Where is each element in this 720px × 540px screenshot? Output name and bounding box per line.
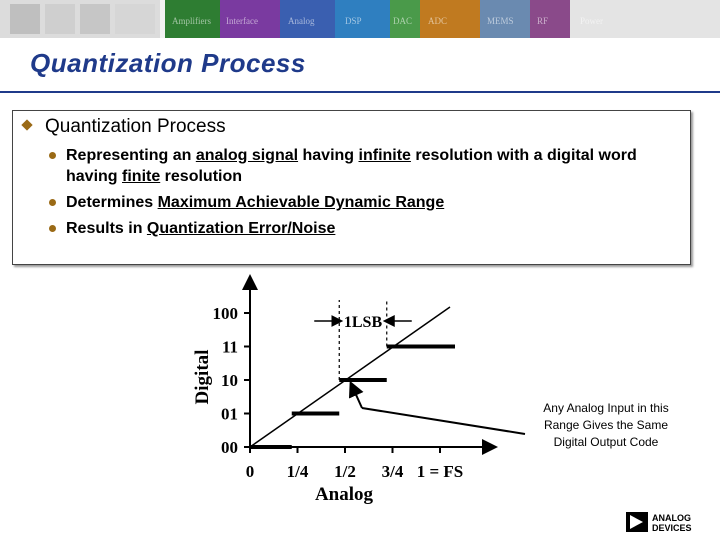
bullet-1-underline-1: analog signal [195, 147, 299, 164]
banner-tile-label: Amplifiers [172, 16, 211, 26]
bullet-1-text-3: resolution with a digital word having [66, 147, 637, 185]
header-banner: Amplifiers Interface Analog DSP DAC ADC MEMS RF… [0, 0, 720, 38]
box-heading: Quantization Process [45, 116, 226, 137]
bullet-1-underline-2: infinite [358, 147, 411, 164]
banner-tile-label: ADC [428, 16, 447, 26]
bullet-3-text: Results in [66, 220, 147, 237]
callout-line-1: Any Analog Input in this [543, 401, 669, 415]
bullet-dot-icon [49, 199, 56, 206]
banner-tile-label: MEMS [487, 16, 514, 26]
bullet-3-underline: Quantization Error/Noise [146, 220, 336, 237]
callout-pointer [361, 407, 526, 435]
title-underline [0, 91, 720, 93]
bullet-1-text: Representing an [66, 147, 196, 164]
x-tick-label: 1/2 [334, 462, 356, 481]
bullet-2-text: Determines [66, 194, 158, 211]
analog-devices-logo-icon [626, 512, 648, 532]
bullet-dot-icon [49, 225, 56, 232]
x-tick-label: 1/4 [287, 462, 309, 481]
y-tick-label: 11 [222, 338, 238, 357]
slide-title: Quantization Process [30, 48, 306, 78]
y-tick-label: 10 [221, 371, 238, 390]
bullet-2: Determines Maximum Achievable Dynamic Ra… [66, 192, 676, 213]
logo-text: ANALOG DEVICES [652, 513, 692, 533]
y-tick-label: 100 [213, 304, 239, 323]
bullet-2-underline: Maximum Achievable Dynamic Range [157, 194, 445, 211]
bullet-1-underline-3: finite [122, 168, 161, 185]
x-tick-label: 0 [246, 462, 255, 481]
x-tick-label: 3/4 [382, 462, 404, 481]
banner-tile-label: DSP [345, 16, 362, 26]
bullet-1-text-4: resolution [160, 168, 243, 185]
y-tick-label: 00 [221, 438, 238, 457]
banner-tile-label: Power [580, 16, 603, 26]
bullet-1-text-2: having [298, 147, 359, 164]
ideal-transfer-line [249, 306, 451, 448]
y-axis-title: Digital [192, 350, 213, 405]
bullet-3: Results in Quantization Error/Noise [66, 218, 676, 239]
banner-tile-label: Interface [226, 16, 258, 26]
bullet-dot-icon [49, 152, 56, 159]
callout-line-3: Digital Output Code [553, 435, 659, 449]
logo-line-2: DEVICES [652, 523, 692, 533]
lsb-label: 1LSB [344, 314, 383, 331]
bullet-1: Representing an analog signal having inf… [66, 145, 676, 187]
callout-pointer-tip [348, 380, 364, 409]
banner-tile-label: RF [537, 16, 548, 26]
callout-line-2: Range Gives the Same [543, 418, 669, 432]
callout-text: Any Analog Input in this Range Gives the… [520, 400, 692, 451]
y-tick-label: 01 [221, 405, 238, 424]
banner-tile-label: Analog [288, 16, 315, 26]
logo-line-1: ANALOG [652, 513, 691, 523]
x-axis-title: Analog [315, 484, 374, 505]
banner-tile-label: DAC [393, 16, 412, 26]
x-tick-label: 1 = FS [417, 462, 464, 481]
content-box [12, 110, 691, 265]
